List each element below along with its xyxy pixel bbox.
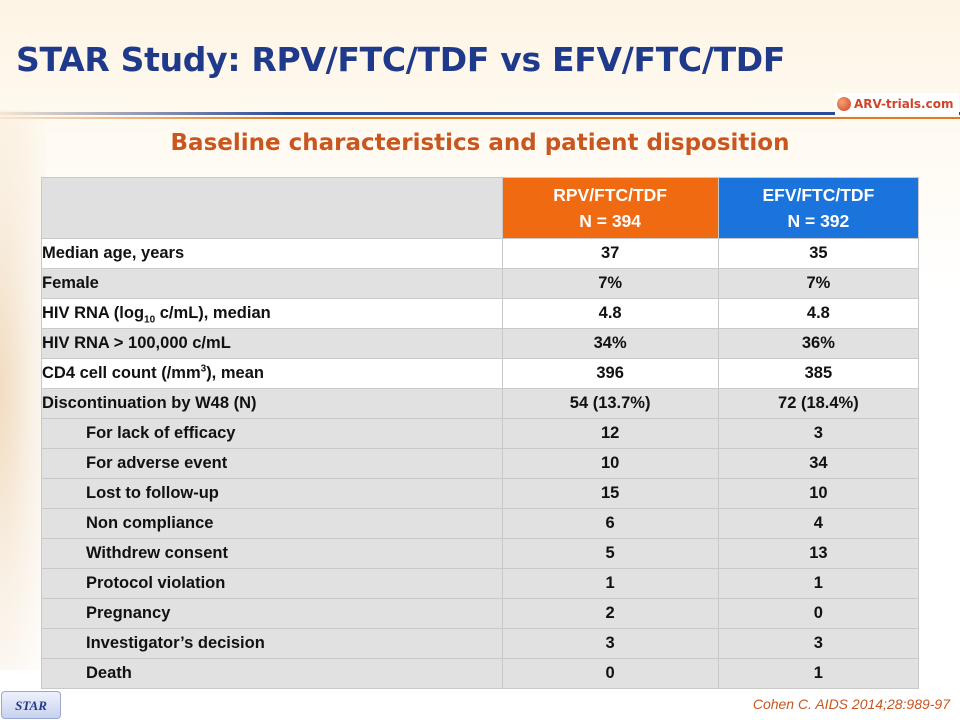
rpv-value: 12 xyxy=(501,418,719,449)
row-label-part: HIV RNA (log xyxy=(42,304,145,322)
table-row: Death 0 1 xyxy=(41,658,920,689)
table-row: Protocol violation 1 1 xyxy=(41,568,920,599)
row-label-subscript: 10 xyxy=(144,314,156,326)
row-label: Female xyxy=(41,268,503,299)
table-row: Female 7% 7% xyxy=(41,268,920,299)
logo-swirl-icon xyxy=(837,97,851,111)
rpv-value: 37 xyxy=(501,238,719,269)
row-label: Death xyxy=(41,658,503,689)
efv-value: 1 xyxy=(717,568,920,599)
row-label: HIV RNA (log10 c/mL), median xyxy=(41,298,503,329)
logo-text: ARV-trials.com xyxy=(854,97,954,111)
row-label: Non compliance xyxy=(41,508,503,539)
table-row: Lost to follow-up 15 10 xyxy=(41,478,920,509)
efv-value: 72 (18.4%) xyxy=(717,388,920,419)
efv-value: 13 xyxy=(717,538,920,569)
rpv-value: 5 xyxy=(501,538,719,569)
row-label: CD4 cell count (/mm3), mean xyxy=(41,358,503,389)
left-decoration xyxy=(0,110,46,670)
header-rpv: RPV/FTC/TDF N = 394 xyxy=(501,177,719,239)
efv-value: 385 xyxy=(717,358,920,389)
rpv-value: 2 xyxy=(501,598,719,629)
efv-value: 0 xyxy=(717,598,920,629)
row-label: HIV RNA > 100,000 c/mL xyxy=(41,328,503,359)
efv-value: 36% xyxy=(717,328,920,359)
header-rpv-n: N = 394 xyxy=(579,211,642,231)
row-label: Discontinuation by W48 (N) xyxy=(41,388,503,419)
table-row: Median age, years 37 35 xyxy=(41,238,920,269)
rpv-value: 54 (13.7%) xyxy=(501,388,719,419)
rpv-value: 10 xyxy=(501,448,719,479)
rpv-value: 4.8 xyxy=(501,298,719,329)
baseline-table: RPV/FTC/TDF N = 394 EFV/FTC/TDF N = 392 … xyxy=(41,177,920,689)
rpv-value: 396 xyxy=(501,358,719,389)
arv-trials-logo: ARV-trials.com xyxy=(835,93,960,115)
efv-value: 4.8 xyxy=(717,298,920,329)
title-rule-orange xyxy=(0,117,960,119)
header-blank-cell xyxy=(41,177,503,239)
efv-value: 34 xyxy=(717,448,920,479)
table-header-row: RPV/FTC/TDF N = 394 EFV/FTC/TDF N = 392 xyxy=(41,177,920,239)
table-row: For adverse event 10 34 xyxy=(41,448,920,479)
row-label: Lost to follow-up xyxy=(41,478,503,509)
table-row: Pregnancy 2 0 xyxy=(41,598,920,629)
table-row: HIV RNA (log10 c/mL), median 4.8 4.8 xyxy=(41,298,920,329)
efv-value: 7% xyxy=(717,268,920,299)
header-efv: EFV/FTC/TDF N = 392 xyxy=(717,177,920,239)
efv-value: 10 xyxy=(717,478,920,509)
row-label: Investigator’s decision xyxy=(41,628,503,659)
row-label: For lack of efficacy xyxy=(41,418,503,449)
slide-title: STAR Study: RPV/FTC/TDF vs EFV/FTC/TDF xyxy=(16,40,786,79)
header-rpv-regimen: RPV/FTC/TDF xyxy=(553,185,667,205)
table-row: Investigator’s decision 3 3 xyxy=(41,628,920,659)
slide-subtitle: Baseline characteristics and patient dis… xyxy=(170,130,790,156)
table-row: Discontinuation by W48 (N) 54 (13.7%) 72… xyxy=(41,388,920,419)
table-row: Non compliance 6 4 xyxy=(41,508,920,539)
header-efv-regimen: EFV/FTC/TDF xyxy=(762,185,875,205)
row-label: Withdrew consent xyxy=(41,538,503,569)
table-row: HIV RNA > 100,000 c/mL 34% 36% xyxy=(41,328,920,359)
row-label-part: c/mL), median xyxy=(155,304,271,322)
table-row: For lack of efficacy 12 3 xyxy=(41,418,920,449)
row-label: For adverse event xyxy=(41,448,503,479)
row-label: Median age, years xyxy=(41,238,503,269)
row-label: Protocol violation xyxy=(41,568,503,599)
row-label-superscript: 3 xyxy=(200,363,207,375)
rpv-value: 6 xyxy=(501,508,719,539)
rpv-value: 3 xyxy=(501,628,719,659)
title-rule-blue xyxy=(0,112,960,115)
efv-value: 3 xyxy=(717,418,920,449)
row-label: Pregnancy xyxy=(41,598,503,629)
table-row: Withdrew consent 5 13 xyxy=(41,538,920,569)
rpv-value: 7% xyxy=(501,268,719,299)
row-label-part: CD4 cell count (/mm xyxy=(42,364,201,382)
rpv-value: 0 xyxy=(501,658,719,689)
efv-value: 1 xyxy=(717,658,920,689)
rpv-value: 1 xyxy=(501,568,719,599)
row-label-part: ), mean xyxy=(206,364,264,382)
citation: Cohen C. AIDS 2014;28:989-97 xyxy=(752,696,950,712)
efv-value: 35 xyxy=(717,238,920,269)
rpv-value: 34% xyxy=(501,328,719,359)
table-row: CD4 cell count (/mm3), mean 396 385 xyxy=(41,358,920,389)
rpv-value: 15 xyxy=(501,478,719,509)
efv-value: 4 xyxy=(717,508,920,539)
star-study-badge: STAR xyxy=(1,691,61,719)
efv-value: 3 xyxy=(717,628,920,659)
header-efv-n: N = 392 xyxy=(787,211,850,231)
